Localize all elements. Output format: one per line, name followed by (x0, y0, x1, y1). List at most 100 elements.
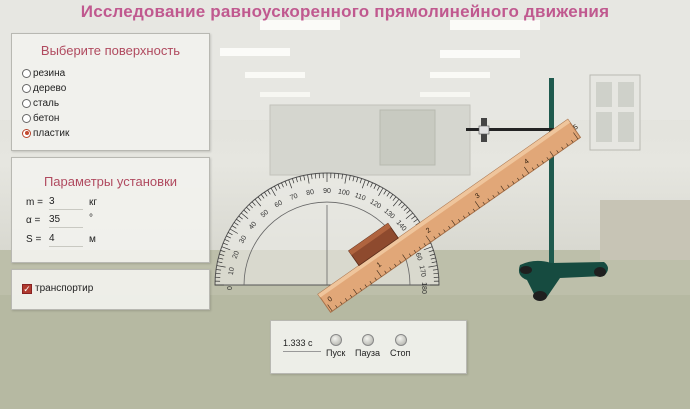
radio-wood[interactable]: дерево (22, 81, 66, 95)
protractor-tick (251, 201, 256, 206)
ruler-tick (458, 219, 461, 222)
protractor-tick (389, 194, 394, 199)
protractor-label: 50 (260, 209, 271, 219)
protractor-tick (299, 176, 302, 182)
protractor-tick (432, 269, 438, 271)
ruler-tick (369, 280, 372, 284)
ruler-tick (462, 215, 466, 219)
protractor-tick (227, 232, 233, 236)
ruler-tick (546, 157, 549, 160)
params-panel-heading: Параметры установки (43, 174, 178, 189)
ruler-tick (384, 270, 387, 274)
ruler-tick (423, 243, 426, 246)
protractor-label: 80 (306, 189, 315, 197)
ruler-tick (507, 184, 510, 188)
radio-label: дерево (33, 82, 67, 94)
protractor-checkbox-label[interactable]: транспортир (35, 283, 94, 294)
radio-circle-selected[interactable] (22, 128, 31, 138)
ruler-tick (482, 201, 485, 205)
protractor-tick (405, 212, 414, 220)
radio-concrete[interactable]: бетон (22, 111, 59, 125)
protractor-tick (216, 265, 226, 268)
distance-input[interactable]: 4 (49, 233, 83, 247)
protractor-tick (431, 261, 437, 264)
stop-button[interactable] (395, 334, 407, 346)
mass-unit: кг (89, 197, 98, 208)
ruler-tick (425, 235, 431, 243)
protractor-tick (288, 179, 293, 189)
incline-ruler: 0 1 2 3 4 5 (317, 118, 582, 313)
protractor-tick (398, 201, 403, 206)
protractor-tick (220, 250, 226, 253)
protractor-tick (260, 194, 265, 199)
protractor-checkbox[interactable]: ✓ (22, 284, 32, 294)
ruler-tick (402, 254, 407, 260)
ruler-tick (345, 298, 348, 301)
protractor-tick (274, 185, 278, 191)
protractor-tick (233, 222, 239, 226)
radio-circle[interactable] (22, 98, 31, 108)
protractor-tick (257, 196, 262, 201)
protractor-label: 30 (238, 235, 248, 245)
ruler-tick (389, 267, 392, 271)
ruler-tick (451, 220, 456, 226)
protractor-tick (307, 174, 310, 184)
ruler-tick (500, 185, 505, 191)
ruler-label: 0 (327, 296, 334, 304)
control-panel (270, 320, 467, 374)
protractor-label: 40 (248, 221, 258, 232)
protractor-tick (433, 272, 439, 275)
protractor-label: 70 (289, 193, 299, 202)
radio-circle[interactable] (22, 113, 31, 123)
ruler-tick (474, 201, 480, 209)
protractor-tick (295, 177, 298, 183)
protractor-tick (376, 185, 380, 191)
protractor-tick (428, 250, 434, 253)
ruler-tick (374, 277, 377, 281)
protractor-tick (356, 177, 359, 183)
radio-steel[interactable]: сталь (22, 96, 59, 110)
protractor-tick (218, 257, 224, 260)
radio-plastic[interactable]: пластик (22, 126, 69, 140)
protractor-label: 90 (323, 188, 331, 195)
ruler-label: 5 (572, 124, 579, 132)
protractor-label: 160 (412, 248, 423, 261)
protractor-tick (281, 182, 284, 188)
ruler-tick (408, 253, 412, 257)
params-panel: Параметры установки m = 3 кг α = 35 ° S … (11, 157, 210, 263)
protractor-tick (348, 175, 351, 181)
radio-circle[interactable] (22, 68, 31, 78)
protractor-tick (238, 215, 243, 220)
ruler-tick (497, 191, 500, 195)
protractor-label: 100 (337, 189, 350, 198)
protractor-tick (231, 225, 237, 229)
protractor-tick (352, 176, 355, 182)
ruler-tick (364, 284, 367, 288)
pause-button[interactable] (362, 334, 374, 346)
page-title: Исследование равноускоренного прямолиней… (80, 2, 610, 21)
lab-stand (466, 78, 608, 301)
radio-rubber[interactable]: резина (22, 66, 65, 80)
protractor-tick (314, 173, 317, 179)
protractor-tick (401, 204, 406, 209)
ruler-tick (394, 263, 397, 267)
radio-label: пластик (33, 127, 70, 139)
radio-circle[interactable] (22, 83, 31, 93)
protractor-tick (392, 196, 397, 201)
ruler-tick (448, 225, 451, 229)
ruler-tick (376, 270, 382, 277)
ruler-tick (413, 250, 417, 253)
protractor-tick (344, 174, 347, 184)
ruler-tick (521, 174, 525, 178)
mass-input[interactable]: 3 (49, 196, 83, 210)
ruler-label: 4 (523, 158, 530, 166)
timer-display: 1.333 с (283, 338, 313, 348)
ruler-label: 3 (474, 192, 481, 200)
ruler-tick (335, 305, 338, 308)
start-button[interactable] (330, 334, 342, 346)
protractor-tick (254, 198, 262, 207)
angle-input[interactable]: 35 (49, 214, 83, 228)
ruler-tick (472, 208, 476, 212)
protractor-tick (223, 242, 228, 246)
